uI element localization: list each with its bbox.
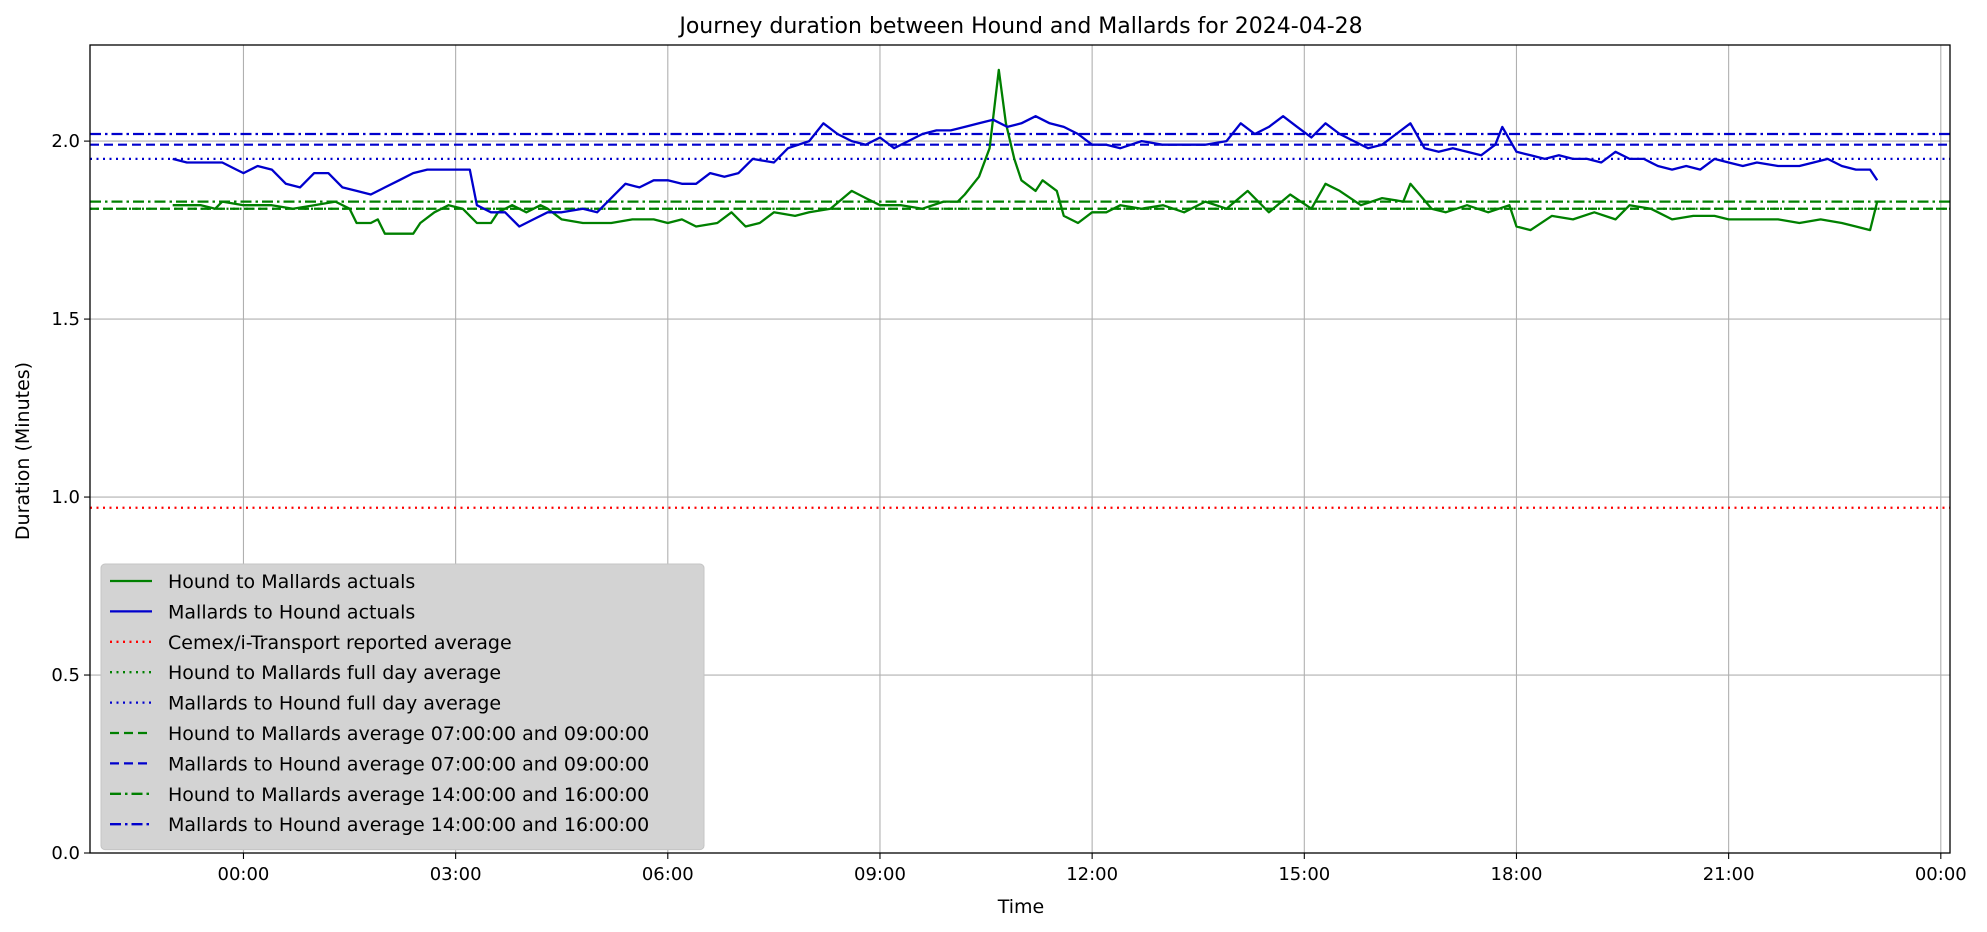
legend-label: Mallards to Hound full day average bbox=[168, 693, 501, 715]
x-tick-label: 06:00 bbox=[642, 864, 694, 885]
legend-label: Mallards to Hound average 07:00:00 and 0… bbox=[168, 753, 649, 775]
legend-entry: Cemex/i-Transport reported average bbox=[110, 632, 512, 654]
x-tick-label: 21:00 bbox=[1703, 864, 1755, 885]
legend-label: Mallards to Hound actuals bbox=[168, 601, 415, 623]
reference-lines bbox=[90, 132, 1950, 509]
x-tick-label: 09:00 bbox=[854, 864, 906, 885]
legend-entry: Mallards to Hound average 07:00:00 and 0… bbox=[110, 753, 649, 775]
legend-items: Hound to Mallards actuals Mallards to Hou… bbox=[110, 571, 649, 836]
legend-label: Hound to Mallards actuals bbox=[168, 571, 415, 593]
legend-entry: Hound to Mallards average 14:00:00 and 1… bbox=[110, 784, 649, 806]
plot-frame bbox=[89, 44, 1951, 854]
x-tick-label: 00:00 bbox=[218, 864, 270, 885]
legend-box bbox=[100, 563, 705, 851]
y-tick-label: 0.0 bbox=[51, 843, 80, 864]
legend-entry: Hound to Mallards full day average bbox=[110, 662, 501, 684]
series-lines bbox=[172, 68, 1879, 235]
legend-label: Hound to Mallards average 07:00:00 and 0… bbox=[168, 723, 649, 745]
legend: Hound to Mallards actuals Mallards to Hou… bbox=[100, 563, 705, 851]
chart-title: Journey duration between Hound and Malla… bbox=[677, 14, 1362, 39]
y-tick-label: 0.5 bbox=[51, 665, 80, 686]
legend-entry: Mallards to Hound average 14:00:00 and 1… bbox=[110, 814, 649, 836]
y-tick-label: 1.5 bbox=[51, 309, 80, 330]
y-tick-label: 2.0 bbox=[51, 131, 80, 152]
legend-entry: Mallards to Hound actuals bbox=[110, 601, 415, 623]
legend-label: Hound to Mallards full day average bbox=[168, 662, 501, 684]
x-tick-label: 03:00 bbox=[430, 864, 482, 885]
legend-entry: Mallards to Hound full day average bbox=[110, 693, 501, 715]
axis-ticks: 00:00 03:00 06:00 09:00 12:00 15:00 18:00 21:00… bbox=[51, 131, 1966, 885]
legend-label: Mallards to Hound average 14:00:00 and 1… bbox=[168, 814, 649, 836]
series-line-1 bbox=[172, 115, 1879, 228]
y-axis-label: Duration (Minutes) bbox=[12, 362, 34, 540]
series-line-0 bbox=[172, 68, 1879, 235]
legend-entry: Hound to Mallards average 07:00:00 and 0… bbox=[110, 723, 649, 745]
x-axis-label: Time bbox=[997, 896, 1045, 918]
x-tick-label: 12:00 bbox=[1066, 864, 1118, 885]
x-tick-label: 00:00 bbox=[1915, 864, 1967, 885]
x-tick-label: 15:00 bbox=[1278, 864, 1330, 885]
legend-label: Hound to Mallards average 14:00:00 and 1… bbox=[168, 784, 649, 806]
x-tick-label: 18:00 bbox=[1491, 864, 1543, 885]
legend-entry: Hound to Mallards actuals bbox=[110, 571, 415, 593]
legend-label: Cemex/i-Transport reported average bbox=[168, 632, 512, 654]
y-tick-label: 1.0 bbox=[51, 487, 80, 508]
